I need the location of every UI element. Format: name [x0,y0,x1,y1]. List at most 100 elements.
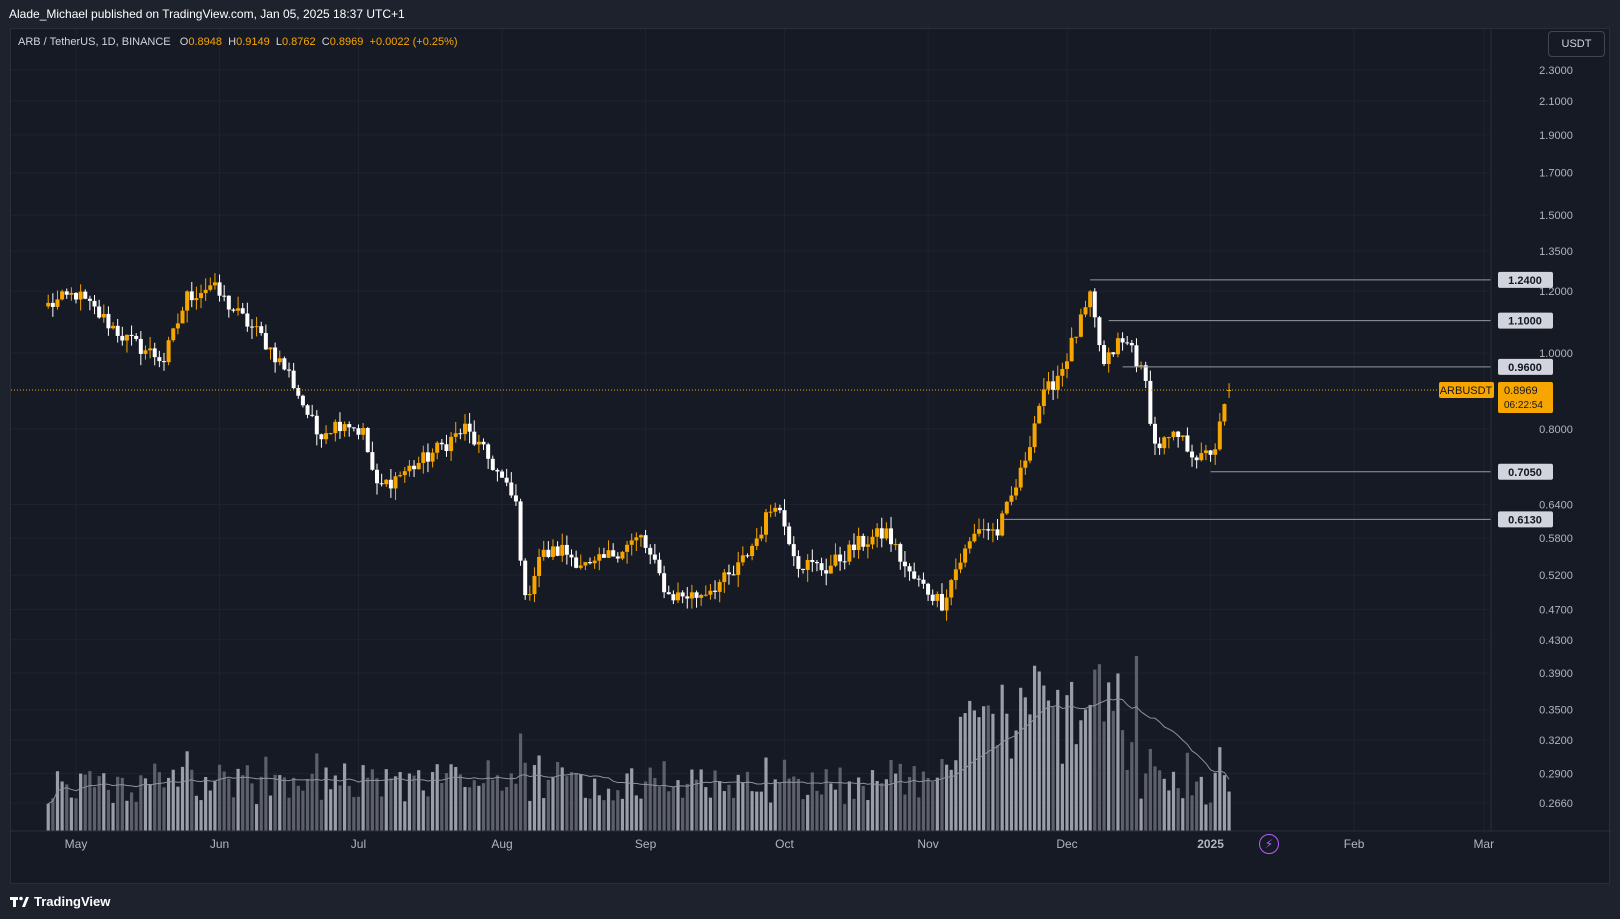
candle-body [199,293,204,299]
lightning-icon[interactable]: ⚡ [1259,834,1279,854]
candle-body [495,469,500,472]
candle-body [740,555,745,563]
currency-button[interactable]: USDT [1548,31,1605,57]
volume-bar [157,772,161,831]
candle-body [134,335,139,339]
volume-bar [111,802,115,831]
candle-body [518,501,523,561]
volume-bar [1060,763,1064,831]
volume-bar [801,799,805,831]
volume-bar [208,790,212,831]
volume-bar [435,764,439,831]
candle-body [606,550,611,558]
candle-body [444,444,449,452]
volume-bar [403,801,407,831]
volume-bar [213,781,217,831]
time-tick-label: Sep [635,837,657,851]
volume-bar [583,797,587,831]
candle-body [1014,487,1019,496]
candle-body [1088,291,1093,308]
candle-body [884,528,889,539]
volume-bar [1023,697,1027,831]
candle-body [129,334,134,336]
volume-bar [79,773,83,831]
volume-bar [287,797,291,831]
volume-bar [574,772,578,831]
volume-bar [74,798,78,831]
open-label: O [179,36,189,48]
candle-body [1152,423,1157,444]
volume-bar [1218,747,1222,831]
volume-bar [1116,673,1120,831]
volume-bar [430,772,435,831]
volume-bar [954,760,958,831]
candle-body [912,571,917,579]
volume-bar [1042,685,1046,831]
candle-body [814,562,819,564]
candle-body [319,434,324,440]
volume-bar [847,781,851,831]
candle-body [462,423,467,435]
volume-bar [51,798,55,831]
volume-bar [65,784,69,831]
candle-body [314,415,319,435]
candle-body [634,537,639,541]
candle-body [1171,431,1176,438]
volume-bar [468,787,472,831]
volume-bar [759,791,763,831]
volume-bar [129,792,134,831]
volume-bar [180,766,185,831]
price-tick-label: 0.4300 [1539,635,1573,647]
candle-body [425,452,430,462]
volume-bar [389,778,393,831]
volume-bar [704,787,708,831]
volume-bar [727,784,731,831]
level-price-tag [1498,271,1553,288]
volume-bar [931,782,935,831]
candle-body [379,483,384,485]
candle-body [949,580,954,598]
candle-body [78,291,83,300]
volume-bar [153,763,157,831]
volume-bar [190,769,194,831]
candle-body [185,291,190,311]
volume-bar [815,790,819,831]
volume-bar [898,763,902,831]
volume-bar [681,797,685,831]
candle-body [851,544,856,551]
chart-panel[interactable]: 2.3000 2.1000 1.9000 1.7000 1.5000 1.3500 1.20… [10,28,1611,885]
candle-body [64,291,69,295]
volume-bar [421,790,425,831]
volume-bar [1222,775,1227,831]
candle-body [722,572,727,583]
volume-bar [1000,684,1004,831]
volume-bar [648,767,652,831]
volume-bar [148,784,152,831]
candle-body [236,308,241,311]
candle-body [249,326,254,328]
volume-bar [546,779,550,831]
price-tick-label: 0.3500 [1539,705,1573,717]
volume-bar [268,795,273,831]
candle-body [555,546,560,556]
symbol-title[interactable]: ARB / TetherUS, 1D, BINANCE [18,36,171,48]
candle-body [875,528,880,537]
candlestick-chart[interactable]: 2.3000 2.1000 1.9000 1.7000 1.5000 1.3500 1.20… [11,29,1611,885]
price-tick-label: 2.3000 [1539,65,1573,77]
candle-body [240,308,245,314]
candle-body [1000,513,1005,536]
volume-bar [167,777,171,831]
tradingview-logo-icon[interactable] [10,895,30,909]
volume-bar [69,797,73,831]
candle-body [1139,365,1144,367]
volume-bar [972,710,976,831]
volume-bar [60,781,64,831]
volume-bar [194,795,199,831]
volume-bar [718,781,722,831]
candle-body [963,548,968,563]
brand-name[interactable]: TradingView [34,894,111,909]
volume-bar [1190,795,1194,831]
level-price-tag [1498,312,1553,329]
volume-bar [523,762,527,831]
footer-bar: TradingView [0,884,1620,919]
